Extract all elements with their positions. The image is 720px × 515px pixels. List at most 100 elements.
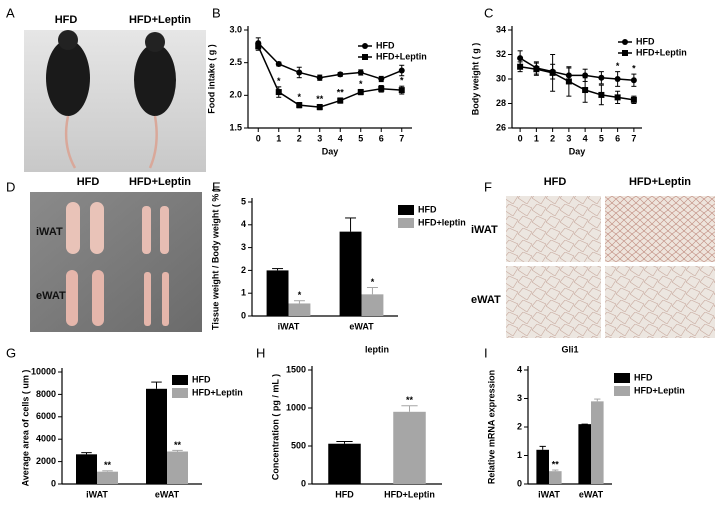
legend-swatch [398, 218, 414, 228]
marker [378, 76, 385, 82]
legend-label: HFD+leptin [418, 217, 466, 227]
marker [517, 63, 524, 70]
y-tick-label: 8000 [36, 389, 56, 399]
panel-letter: B [212, 5, 221, 20]
photo-label: eWAT [471, 294, 501, 306]
legend-label: HFD+Leptin [192, 387, 243, 397]
panel-letter: A [6, 5, 15, 20]
panel-letter: G [6, 345, 16, 360]
marker [275, 60, 282, 67]
y-tick-label: 3 [517, 393, 522, 403]
y-tick-label: 28 [496, 98, 506, 108]
marker [582, 72, 589, 79]
y-tick-label: 1000 [286, 402, 306, 412]
x-tick-label: 2 [297, 133, 302, 143]
chart-title: leptin [365, 344, 389, 354]
x-tick-label: 5 [599, 133, 604, 143]
y-tick-label: 30 [496, 73, 506, 83]
photo-label: iWAT [36, 226, 63, 238]
y-tick-label: 500 [291, 440, 306, 450]
significance: ** [406, 395, 414, 405]
x-tick-label: 1 [276, 133, 281, 143]
y-tick-label: 4 [241, 219, 246, 229]
panel-letter: C [484, 5, 493, 20]
marker [630, 96, 637, 103]
chart-title: Gli1 [561, 344, 578, 354]
y-tick-label: 2.5 [229, 57, 242, 67]
x-tick-label: 0 [256, 133, 261, 143]
significance: * [277, 76, 281, 86]
significance: ** [174, 440, 182, 450]
marker [362, 43, 368, 49]
panel-letter: F [484, 179, 492, 194]
legend-swatch [614, 386, 630, 396]
marker [630, 77, 637, 84]
panel-letter: I [484, 345, 488, 360]
bar [328, 443, 361, 484]
y-axis-label: Food intake ( g ) [206, 44, 216, 114]
y-tick-label: 2.0 [229, 90, 242, 100]
legend-label: HFD [634, 372, 653, 382]
bar [361, 294, 384, 316]
y-axis-label: Concentration ( pg / mL ) [270, 374, 280, 480]
photo-label: HFD [55, 14, 78, 26]
x-tick-label: 0 [518, 133, 523, 143]
tissue-photo: HFD HFD+Leptin iWAT eWAT [30, 176, 202, 332]
x-tick-label: 3 [566, 133, 571, 143]
marker [614, 76, 621, 82]
bar [393, 411, 426, 484]
bar [536, 449, 549, 484]
y-tick-label: 26 [496, 122, 506, 132]
bar [549, 471, 562, 484]
bar [146, 388, 167, 484]
photo-label: iWAT [471, 224, 498, 236]
y-tick-label: 0 [301, 478, 306, 488]
marker [316, 104, 323, 111]
legend-label: HFD+Leptin [636, 47, 687, 57]
panel-letter: D [6, 179, 15, 194]
y-tick-label: 1 [241, 288, 246, 298]
histology-photo: HFD HFD+Leptin iWAT eWAT [471, 176, 715, 338]
x-tick-label: 2 [550, 133, 555, 143]
significance: * [298, 290, 302, 300]
bar [288, 303, 311, 316]
x-tick-label: eWAT [579, 489, 604, 499]
y-tick-label: 5 [241, 196, 246, 206]
legend-label: HFD [636, 36, 655, 46]
marker [362, 54, 368, 60]
y-tick-label: 34 [496, 24, 506, 34]
x-tick-label: 5 [358, 133, 363, 143]
marker [517, 55, 524, 62]
y-tick-label: 32 [496, 49, 506, 59]
x-tick-label: 6 [615, 133, 620, 143]
panel-letter: E [212, 179, 221, 194]
legend-label: HFD [418, 204, 437, 214]
significance: ** [316, 94, 324, 104]
panel-letter: H [256, 345, 265, 360]
x-tick-label: 6 [379, 133, 384, 143]
y-tick-label: 1500 [286, 364, 306, 374]
photo-label: HFD [77, 176, 100, 188]
x-tick-label: 1 [534, 133, 539, 143]
marker [565, 78, 572, 85]
bar [76, 454, 97, 484]
marker [582, 87, 589, 94]
y-tick-label: 4 [517, 364, 522, 374]
y-tick-label: 2000 [36, 456, 56, 466]
marker [398, 87, 405, 94]
legend-swatch [172, 388, 188, 398]
significance: ** [552, 459, 560, 469]
photo-label: HFD+Leptin [629, 176, 691, 188]
marker [337, 71, 344, 78]
x-tick-label: eWAT [155, 489, 180, 499]
marker [255, 43, 262, 50]
marker [598, 74, 605, 81]
photo-label: HFD+Leptin [129, 14, 191, 26]
significance: * [400, 76, 404, 86]
y-axis-label: Relative mRNA expression [486, 370, 496, 484]
bar [339, 231, 362, 316]
marker [598, 91, 605, 98]
x-tick-label: iWAT [86, 489, 108, 499]
marker [337, 97, 344, 104]
